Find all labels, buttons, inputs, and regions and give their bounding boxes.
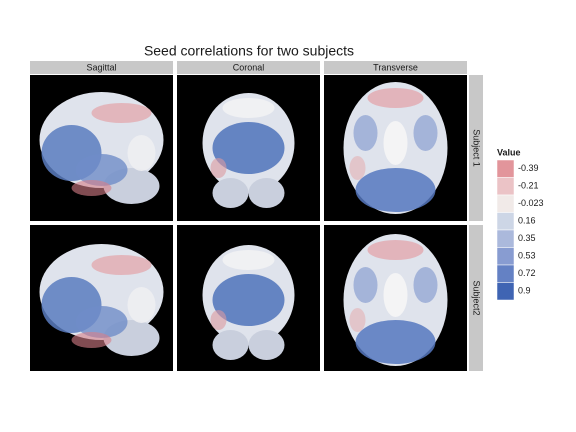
brain-patch	[355, 320, 436, 364]
row-strip-label: Subject 1	[472, 129, 482, 167]
column-strip	[324, 61, 467, 74]
brain-patch	[248, 330, 285, 360]
brain-patch	[210, 310, 227, 330]
legend-label: 0.72	[518, 268, 536, 278]
brain-image	[39, 244, 164, 356]
legend-label: 0.9	[518, 286, 531, 296]
legend-key	[496, 264, 515, 283]
brain-patch	[127, 287, 156, 323]
row-strip-label: Subject2	[472, 280, 482, 315]
brain-patch	[210, 158, 227, 178]
brain-patch	[248, 178, 285, 208]
column-strip	[177, 61, 320, 74]
brain-image	[343, 82, 448, 214]
column-strip-label: Transverse	[373, 62, 418, 72]
brain-patch	[127, 135, 156, 171]
legend-label: 0.53	[518, 251, 536, 261]
brain-patch	[367, 240, 424, 260]
brain-patch	[355, 168, 436, 212]
legend-key	[496, 282, 515, 301]
legend-key	[496, 247, 515, 266]
legend-key	[496, 159, 515, 178]
brain-patch	[353, 115, 378, 151]
brain-patch	[413, 115, 438, 151]
brain-patch	[71, 180, 112, 196]
brain-patch	[75, 306, 128, 338]
legend-label: -0.39	[518, 163, 539, 173]
brain-patch	[413, 267, 438, 303]
brain-patch	[349, 156, 366, 180]
brain-patch	[222, 250, 275, 270]
legend-label: 0.35	[518, 233, 536, 243]
brain-patch	[349, 308, 366, 332]
brain-patch	[71, 332, 112, 348]
legend-label: 0.16	[518, 216, 536, 226]
legend-label: -0.21	[518, 181, 539, 191]
legend-label: -0.023	[518, 198, 544, 208]
brain-patch	[212, 178, 249, 208]
brain-patch	[212, 330, 249, 360]
brain-image	[39, 92, 164, 204]
chart-title: Seed correlations for two subjects	[144, 43, 354, 59]
brain-image	[343, 234, 448, 366]
brain-patch	[75, 154, 128, 186]
legend-key	[496, 229, 515, 248]
brain-image	[202, 245, 295, 360]
legend-key	[496, 194, 515, 213]
brain-patch	[353, 267, 378, 303]
legend-key	[496, 212, 515, 231]
brain-image	[202, 93, 295, 208]
column-strip-label: Sagittal	[86, 62, 116, 72]
brain-patch	[367, 88, 424, 108]
brain-patch	[91, 103, 152, 123]
legend-title: Value	[497, 147, 521, 157]
legend-key	[496, 177, 515, 196]
row-strip	[469, 75, 483, 221]
column-strip	[30, 61, 173, 74]
brain-patch	[91, 255, 152, 275]
brain-patch	[383, 273, 408, 317]
brain-patch	[212, 274, 285, 326]
brain-patch	[383, 121, 408, 165]
brain-patch	[222, 98, 275, 118]
brain-patch	[212, 122, 285, 174]
column-strip-label: Coronal	[233, 62, 265, 72]
row-strip	[469, 225, 483, 371]
